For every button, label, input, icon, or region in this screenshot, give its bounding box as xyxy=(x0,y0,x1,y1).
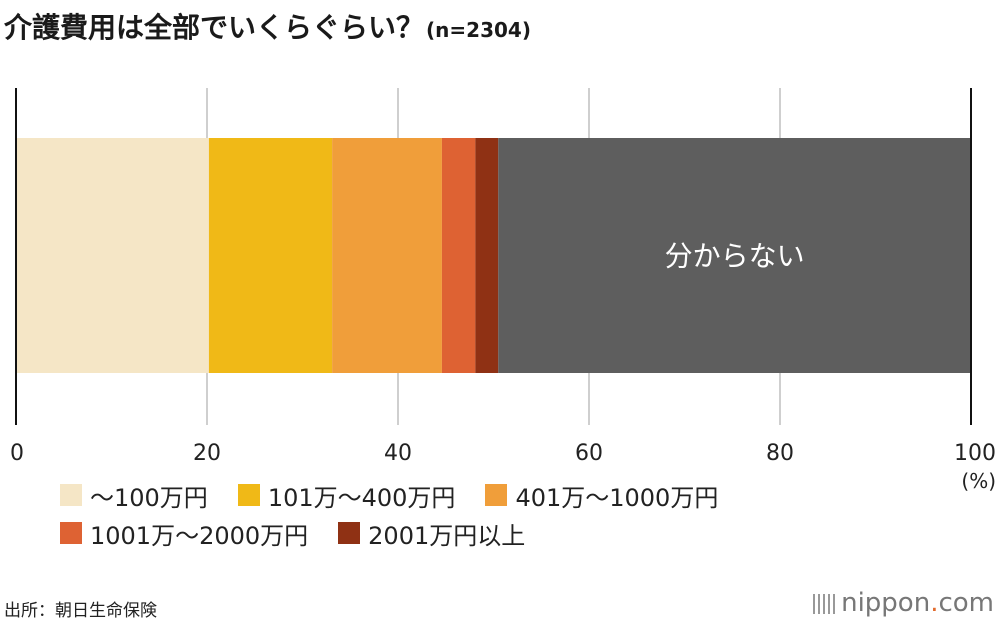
legend-item-2001-over: 2001万円以上 xyxy=(338,516,525,551)
bar-segment-1 xyxy=(208,138,333,373)
legend-label: 2001万円以上 xyxy=(368,521,526,550)
legend-label: 101万～400万円 xyxy=(267,483,456,512)
bar-segment-3 xyxy=(441,138,476,373)
legend-swatch xyxy=(237,484,260,506)
legend-swatch xyxy=(60,522,82,544)
legend-item-1001-2000: 1001万～2000万円 xyxy=(60,516,308,551)
bar-segment-5 xyxy=(498,138,971,373)
tick-label-0: 0 xyxy=(10,441,24,466)
legend-item-401-1000: 401万～1000万円 xyxy=(485,478,718,513)
stacked-bar-chart: 分からない 0 20 40 60 80 100 (%) xyxy=(10,88,996,493)
legend-swatch xyxy=(60,484,82,506)
tick-label-80: 80 xyxy=(766,441,794,466)
tick-label-60: 60 xyxy=(575,441,603,466)
tick-label-20: 20 xyxy=(193,441,221,466)
brand-tld: com xyxy=(938,588,994,618)
chart-title: 介護費用は全部でいくらぐらい？ (n=2304) xyxy=(4,6,531,46)
title-text: 介護費用は全部でいくらぐらい？ xyxy=(4,11,425,44)
brand-logo: nippon.com xyxy=(813,588,994,618)
legend-swatch xyxy=(485,484,508,506)
legend-item-101-400: 101万～400万円 xyxy=(237,478,456,513)
bar-segment-0 xyxy=(16,138,209,373)
brand-bars-icon xyxy=(813,593,838,614)
bar-segment-2 xyxy=(332,138,442,373)
bar-segment-4 xyxy=(475,138,499,373)
legend-swatch xyxy=(338,522,361,544)
legend-row: ～100万円 101万～400万円 401万～1000万円 xyxy=(60,476,960,514)
legend: ～100万円 101万～400万円 401万～1000万円 1001万～2000… xyxy=(60,476,960,552)
legend-item-under-100: ～100万円 xyxy=(60,478,208,513)
sample-size: (n=2304) xyxy=(426,18,531,42)
brand-dot: . xyxy=(930,588,939,618)
legend-label: 401万～1000万円 xyxy=(515,483,719,512)
legend-row: 1001万～2000万円 2001万円以上 xyxy=(60,514,960,552)
x-unit-label: (%) xyxy=(961,469,996,493)
legend-label: ～100万円 xyxy=(90,483,208,512)
tick-label-40: 40 xyxy=(384,441,412,466)
legend-label: 1001万～2000万円 xyxy=(90,521,309,550)
source-note: 出所：朝日生命保険 xyxy=(4,601,157,621)
segment-label: 分からない xyxy=(665,240,805,273)
tick-label-100: 100 xyxy=(954,441,996,466)
brand-name: nippon xyxy=(841,588,931,618)
